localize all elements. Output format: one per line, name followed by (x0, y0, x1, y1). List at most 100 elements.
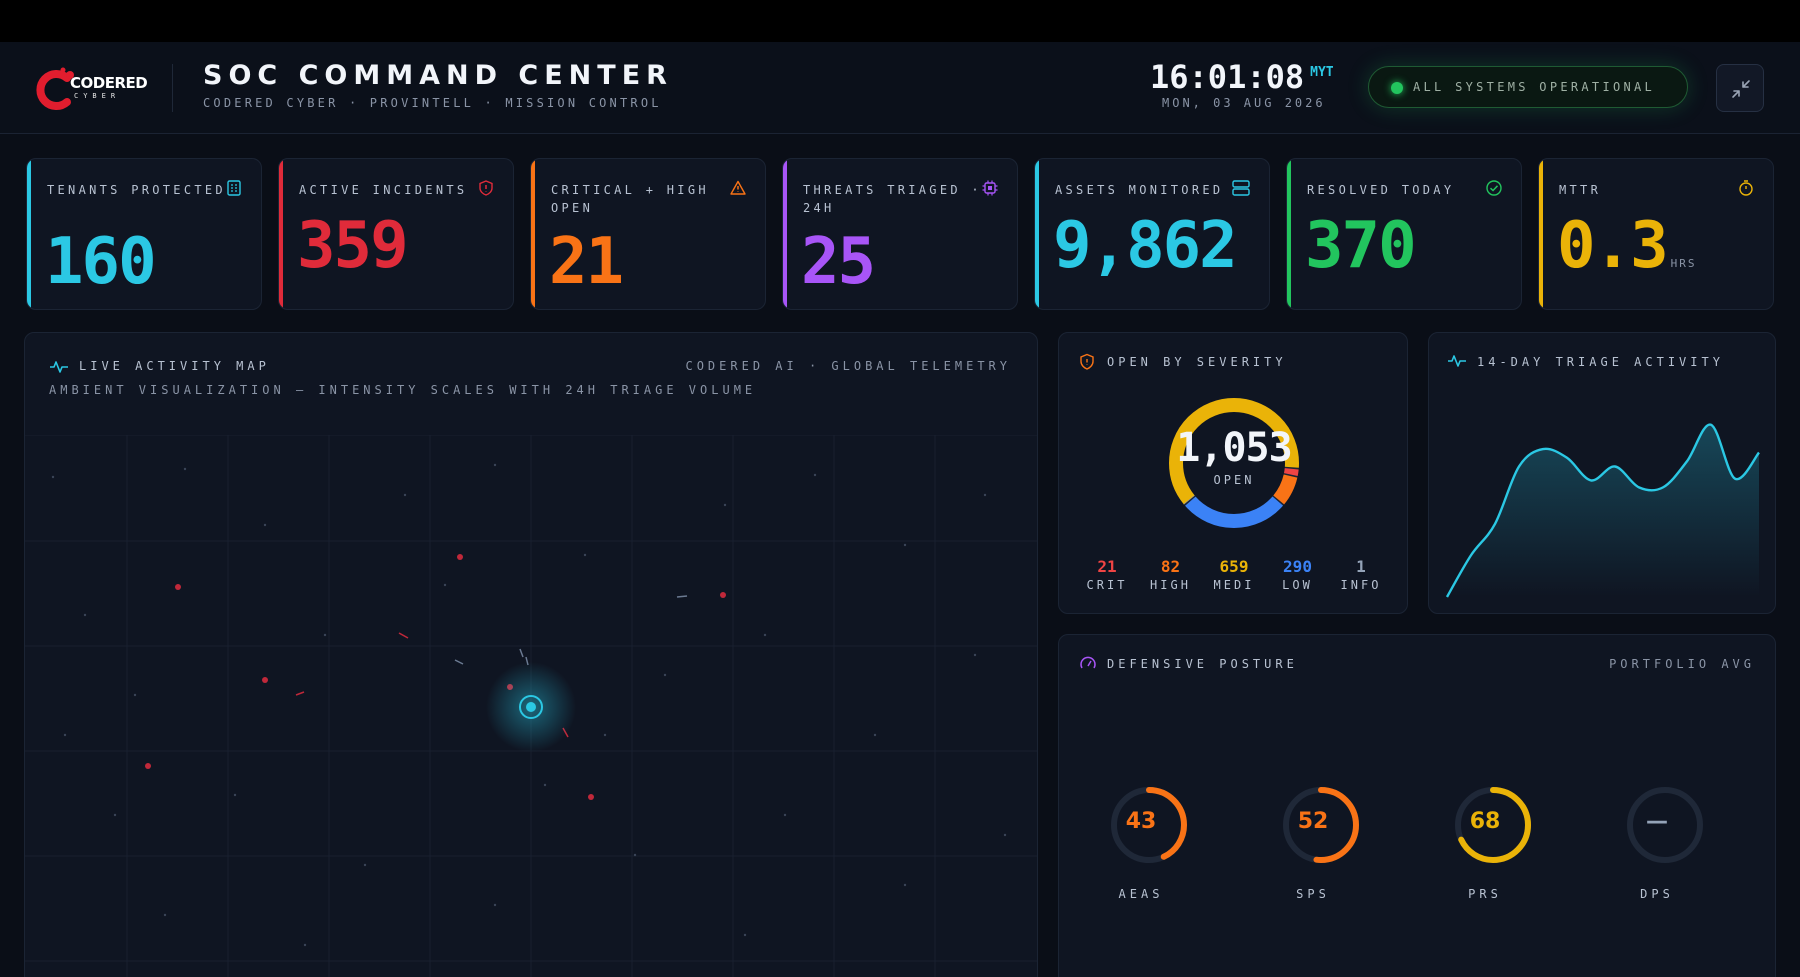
warning-triangle-icon (730, 180, 746, 195)
kpi-card-mttr[interactable]: MTTR 0.3 HRS (1538, 158, 1774, 310)
gauge-value: 43 (1125, 809, 1157, 834)
kpi-card-critical-high[interactable]: CRITICAL + HIGH OPEN 21 (530, 158, 766, 310)
severity-count: 82 (1160, 557, 1181, 576)
severity-label: CRIT (1086, 578, 1128, 592)
status-dot-icon (1391, 82, 1403, 94)
map-right-label: CODERED AI · GLOBAL TELEMETRY (685, 359, 1011, 373)
pulse-icon (50, 361, 68, 373)
kpi-label: TENANTS PROTECTED (47, 183, 226, 197)
severity-item-medium[interactable]: 659 MEDI (1204, 557, 1264, 592)
map-title: LIVE ACTIVITY MAP (79, 359, 270, 373)
gauge-sps[interactable]: 52 SPS (1271, 783, 1371, 901)
posture-title: DEFENSIVE POSTURE (1107, 657, 1298, 671)
gauge-label: SPS (1296, 887, 1330, 901)
kpi-accent (1539, 159, 1543, 309)
gauge-arc (1111, 787, 1187, 863)
kpi-accent (279, 159, 283, 309)
severity-count: 659 (1219, 557, 1249, 576)
building-icon (227, 180, 241, 196)
gauge-label: DPS (1640, 887, 1674, 901)
clock-time: 16:01:08 (1150, 58, 1305, 96)
gauge-prs[interactable]: 68 PRS (1443, 783, 1543, 901)
kpi-card-tenants[interactable]: TENANTS PROTECTED 160 (26, 158, 262, 310)
severity-legend: 21 CRIT 82 HIGH 659 MEDI 290 LOW 1 INFO (1077, 557, 1391, 592)
collapse-button[interactable] (1716, 64, 1764, 112)
severity-item-info[interactable]: 1 INFO (1331, 557, 1391, 592)
gauge-track (1627, 787, 1703, 863)
kpi-card-resolved[interactable]: RESOLVED TODAY 370 (1286, 158, 1522, 310)
kpi-accent (1035, 159, 1039, 309)
minimize-icon (1732, 80, 1750, 98)
gauge-ring (1283, 787, 1359, 863)
window-top-bar (0, 0, 1800, 42)
kpi-label: ASSETS MONITORED (1055, 183, 1224, 197)
severity-total-label: OPEN (1213, 473, 1255, 487)
severity-count: 21 (1097, 557, 1117, 576)
logo-word: CODERED (70, 74, 148, 92)
gauge-label: AEAS (1118, 887, 1164, 901)
kpi-label: CRITICAL + HIGH OPEN (551, 183, 709, 215)
defensive-posture-panel[interactable]: DEFENSIVE POSTURE PORTFOLIO AVG 43 AEAS … (1058, 634, 1776, 977)
severity-label: LOW (1282, 578, 1313, 592)
clock-date: MON, 03 AUG 2026 (1162, 96, 1326, 110)
severity-count: 1 (1356, 557, 1366, 576)
kpi-card-incidents[interactable]: ACTIVE INCIDENTS 359 (278, 158, 514, 310)
kpi-value: 25 (801, 225, 876, 299)
stopwatch-icon (1739, 180, 1753, 196)
app-header: CODERED CYBER SOC COMMAND CENTER CODERED… (0, 42, 1800, 134)
pulse-icon (1448, 355, 1466, 367)
kpi-label: ACTIVE INCIDENTS (299, 183, 468, 197)
gauge-ring (1627, 787, 1703, 863)
gauge-ring (1455, 787, 1531, 863)
kpi-accent (783, 159, 787, 309)
gauge-value: 52 (1297, 809, 1329, 834)
logo-sub: CYBER (74, 92, 121, 100)
gauge-value: — (1646, 809, 1668, 834)
kpi-accent (1287, 159, 1291, 309)
clock: 16:01:08 MYT (1150, 58, 1340, 96)
severity-total: 1,053 (1176, 425, 1292, 471)
gauge-value: 68 (1469, 809, 1501, 834)
kpi-label: RESOLVED TODAY (1307, 183, 1455, 197)
shield-icon (1080, 353, 1094, 370)
clock-timezone: MYT (1310, 65, 1334, 80)
severity-label: MEDI (1213, 578, 1255, 592)
open-by-severity-panel[interactable]: OPEN BY SEVERITY 1,053 OPEN 21 CRIT 82 H… (1058, 332, 1408, 614)
triage-activity-panel[interactable]: 14-DAY TRIAGE ACTIVITY (1428, 332, 1776, 614)
activity-map-canvas[interactable] (25, 435, 1038, 977)
severity-label: INFO (1340, 578, 1382, 592)
live-activity-map-panel[interactable]: LIVE ACTIVITY MAP CODERED AI · GLOBAL TE… (24, 332, 1038, 977)
severity-donut-chart (1169, 398, 1299, 528)
severity-item-high[interactable]: 82 HIGH (1141, 557, 1201, 592)
server-icon (1232, 180, 1250, 196)
severity-item-low[interactable]: 290 LOW (1268, 557, 1328, 592)
kpi-card-assets[interactable]: ASSETS MONITORED 9,862 (1034, 158, 1270, 310)
gauge-aeas[interactable]: 43 AEAS (1099, 783, 1199, 901)
severity-item-crit[interactable]: 21 CRIT (1077, 557, 1137, 592)
triage-area-fill (1447, 424, 1759, 597)
header-divider (172, 64, 173, 112)
page-title: SOC COMMAND CENTER (203, 60, 673, 91)
kpi-unit: HRS (1670, 257, 1697, 270)
kpi-value: 160 (45, 225, 157, 299)
gauge-dps[interactable]: — DPS (1615, 783, 1715, 901)
kpi-label: THREATS TRIAGED · 24H (803, 183, 982, 215)
posture-right-label: PORTFOLIO AVG (1609, 657, 1755, 671)
kpi-value: 9,862 (1053, 209, 1238, 283)
system-status-badge[interactable]: ALL SYSTEMS OPERATIONAL (1368, 66, 1688, 108)
kpi-accent (27, 159, 31, 309)
gauge-arc (1455, 787, 1531, 863)
triage-series-line (1445, 423, 1760, 598)
kpi-label: MTTR (1559, 183, 1602, 197)
status-text: ALL SYSTEMS OPERATIONAL (1413, 80, 1656, 94)
severity-count: 290 (1283, 557, 1312, 576)
triage-area-chart (1445, 423, 1760, 598)
kpi-card-threats-triaged[interactable]: THREATS TRIAGED · 24H 25 (782, 158, 1018, 310)
page-subtitle: CODERED CYBER · PROVINTELL · MISSION CON… (203, 96, 662, 110)
logo-mark-icon (36, 67, 74, 110)
donut-segment-low (1169, 398, 1299, 528)
cpu-icon (982, 180, 998, 196)
kpi-value-number: 0.3 (1557, 209, 1669, 283)
kpi-value: 21 (549, 225, 624, 299)
logo: CODERED CYBER (34, 64, 148, 112)
